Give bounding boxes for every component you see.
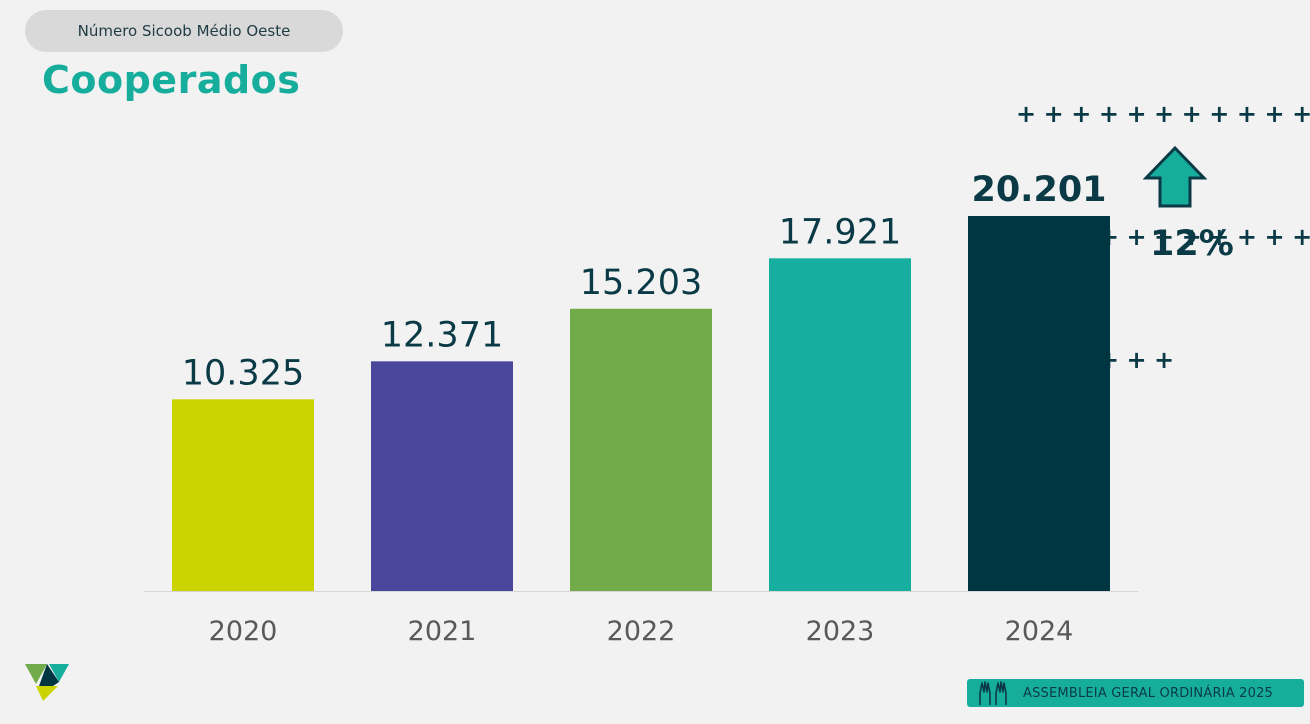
value-label-2021: 12.371 xyxy=(381,315,503,355)
value-label-2024: 20.201 xyxy=(971,170,1106,210)
footer-banner: ASSEMBLEIA GERAL ORDINÁRIA 2025 xyxy=(967,679,1304,707)
footer-label: ASSEMBLEIA GERAL ORDINÁRIA 2025 xyxy=(1023,685,1274,701)
subtitle-text: Número Sicoob Médio Oeste xyxy=(77,22,291,40)
up-arrow-icon xyxy=(1143,145,1207,208)
bar-2023 xyxy=(769,258,911,591)
x-tick-label-2023: 2023 xyxy=(806,616,875,647)
value-label-2023: 17.921 xyxy=(779,212,901,252)
bar-2021 xyxy=(371,361,513,591)
bar-2024 xyxy=(968,216,1110,591)
x-tick-label-2021: 2021 xyxy=(408,616,477,647)
subtitle-pill: Número Sicoob Médio Oeste xyxy=(25,10,343,52)
bar-2020 xyxy=(172,399,314,591)
plus-row: +++++++++++ xyxy=(1016,100,1310,128)
growth-percent: 12% xyxy=(1150,224,1234,264)
value-label-2022: 15.203 xyxy=(580,263,702,303)
x-tick-label-2020: 2020 xyxy=(209,616,278,647)
x-tick-label-2022: 2022 xyxy=(607,616,676,647)
sicoob-logo-icon xyxy=(25,664,69,701)
bar-2022 xyxy=(570,308,712,591)
x-tick-label-2024: 2024 xyxy=(1005,616,1074,647)
page-title: Cooperados xyxy=(42,58,301,102)
raised-hands-icon xyxy=(979,681,1007,705)
value-label-2020: 10.325 xyxy=(182,353,304,393)
